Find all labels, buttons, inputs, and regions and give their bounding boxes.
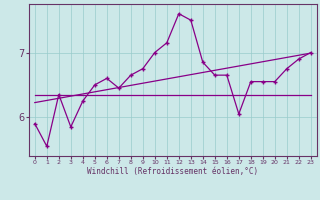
X-axis label: Windchill (Refroidissement éolien,°C): Windchill (Refroidissement éolien,°C)	[87, 167, 258, 176]
